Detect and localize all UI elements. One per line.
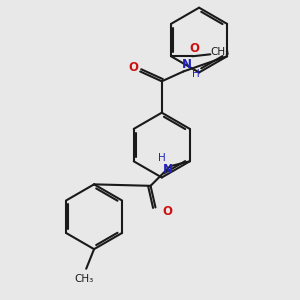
Text: O: O (128, 61, 138, 74)
Text: H: H (158, 153, 166, 163)
Text: N: N (163, 163, 173, 176)
Text: O: O (162, 205, 172, 218)
Text: CH₃: CH₃ (75, 274, 94, 284)
Text: O: O (190, 42, 200, 55)
Text: CH₃: CH₃ (211, 47, 230, 57)
Text: N: N (182, 58, 192, 71)
Text: H: H (192, 69, 200, 80)
